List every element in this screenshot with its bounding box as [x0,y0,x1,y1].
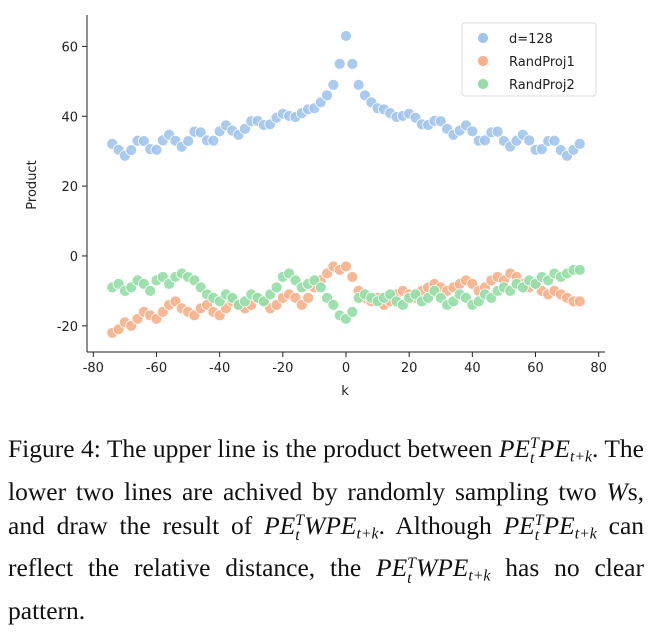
series [106,30,586,162]
x-tick-label: -80 [83,361,104,376]
point [321,89,333,102]
point [137,135,150,147]
math-base: PE [264,510,296,540]
point [346,57,359,70]
point [548,134,561,147]
point [314,281,327,294]
caption-text: . Although [378,510,504,540]
chart: k Product -20 0 20 40 60 -80 -60 -40 -20 0 20 40 60 8… [25,15,607,399]
point [573,137,586,150]
caption: Figure 4: The upper line is the product … [8,432,644,628]
point [352,78,365,91]
math-base: WPE [415,553,469,583]
x-tick-label: -40 [209,361,230,376]
math-sub: t [529,450,535,468]
point [346,271,359,283]
point [523,134,536,147]
x-tick-label: 0 [342,361,350,376]
math-sup: T [534,511,544,529]
legend-label: d=128 [509,32,553,47]
math-sub: t [534,526,540,544]
math-sub: t [295,526,300,544]
point [144,284,157,297]
math-base: PE [376,553,408,583]
math-sub: t+k [356,525,379,543]
caption-text: s, and draw the result of [8,476,644,540]
caption-text: has no clear pattern. [8,553,644,626]
y-tick-label: 60 [61,40,78,55]
caption-text: can reflect the relative distance, the [8,510,645,583]
point [479,134,491,147]
x-tick-label: -20 [272,361,293,376]
point [333,57,346,70]
math-sub: t+k [468,568,491,586]
caption-text: . The lower two lines are achived by ran… [8,434,644,506]
x-axis-label: k [341,384,349,399]
legend-label: RandProj2 [509,78,575,93]
x-tick-label: 80 [590,361,607,376]
point [270,281,283,294]
y-axis-label: Product [25,160,40,209]
point [340,260,352,273]
y-tick-label: 0 [70,250,78,265]
point [194,126,207,139]
caption-text: Figure 4: The upper line is the product … [8,434,499,463]
y-tick-label: -20 [57,320,78,335]
x-tick-label: 60 [527,361,544,376]
math-base: PE [538,434,570,463]
point [346,305,359,318]
point [573,264,586,276]
point [535,143,548,156]
legend-marker [477,55,489,67]
x-tick-label: -60 [146,361,167,376]
math-sub: t [407,569,412,587]
math: W [606,477,627,506]
math-base: W [606,476,628,506]
series [106,264,586,325]
y-tick-label: 20 [61,180,78,195]
point [466,125,479,138]
point [182,135,194,147]
point [150,143,163,156]
math-sub: t+k [574,525,597,543]
point [327,298,340,311]
point [239,122,251,135]
legend-box [461,22,597,97]
math-sup: T [295,511,305,529]
point [207,134,220,147]
math-base: PE [498,434,530,463]
math-sup: T [529,435,539,453]
point [573,295,586,308]
point [434,115,447,128]
point [327,78,340,91]
legend-marker [477,32,489,44]
point [302,291,314,304]
math-base: PE [503,510,535,540]
legend-label: RandProj1 [509,55,575,70]
x-tick-label: 20 [401,361,418,376]
legend-marker [477,78,489,90]
math-sub: t+k [569,448,592,466]
point [340,30,352,42]
math-base: PE [543,510,575,540]
x-tick-label: 40 [464,361,481,376]
math-base: WPE [304,510,357,540]
point [125,144,138,157]
y-tick-label: 40 [61,110,78,125]
point [491,125,504,138]
math-sup: T [407,554,416,572]
